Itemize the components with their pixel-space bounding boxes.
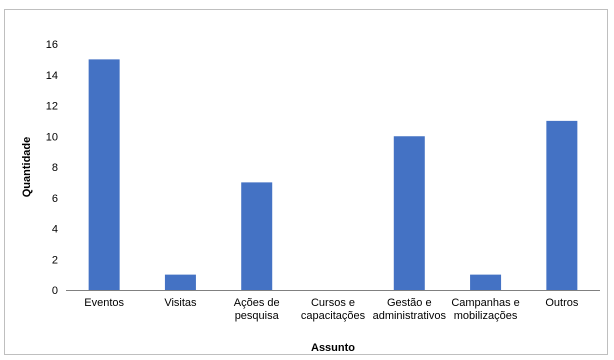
y-tick-label: 12: [46, 101, 58, 113]
y-tick-label: 16: [46, 39, 58, 51]
bar: [546, 120, 578, 290]
y-tick-label: 2: [52, 254, 58, 266]
y-axis-title: Quantidade: [21, 137, 33, 198]
x-category-label: Visitas: [164, 297, 197, 309]
x-category-label: pesquisa: [235, 310, 280, 322]
bar: [470, 274, 502, 290]
bar: [88, 59, 120, 290]
x-category-label: administrativos: [373, 310, 447, 322]
x-category-label: Cursos e: [311, 297, 355, 309]
bar: [241, 182, 273, 290]
x-category-label: Ações de: [234, 297, 280, 309]
x-category-label: Gestão e: [387, 297, 432, 309]
y-tick-label: 0: [52, 285, 58, 297]
bar: [164, 274, 196, 290]
y-tick-label: 6: [52, 193, 58, 205]
y-tick-label: 14: [46, 70, 58, 82]
y-tick-label: 4: [52, 224, 58, 236]
y-tick-label: 10: [46, 131, 58, 143]
bars-group: [88, 59, 578, 290]
x-category-label: Outros: [545, 297, 579, 309]
x-category-label: capacitações: [301, 310, 366, 322]
x-category-label: Campanhas e: [451, 297, 520, 309]
x-axis-title: Assunto: [311, 342, 355, 354]
x-category-label: mobilizações: [454, 310, 518, 322]
y-axis-ticks: 0 2 4 6 8 10 12 14 16: [46, 39, 58, 297]
x-category-label: Eventos: [84, 297, 124, 309]
bar: [393, 136, 425, 290]
y-tick-label: 8: [52, 162, 58, 174]
